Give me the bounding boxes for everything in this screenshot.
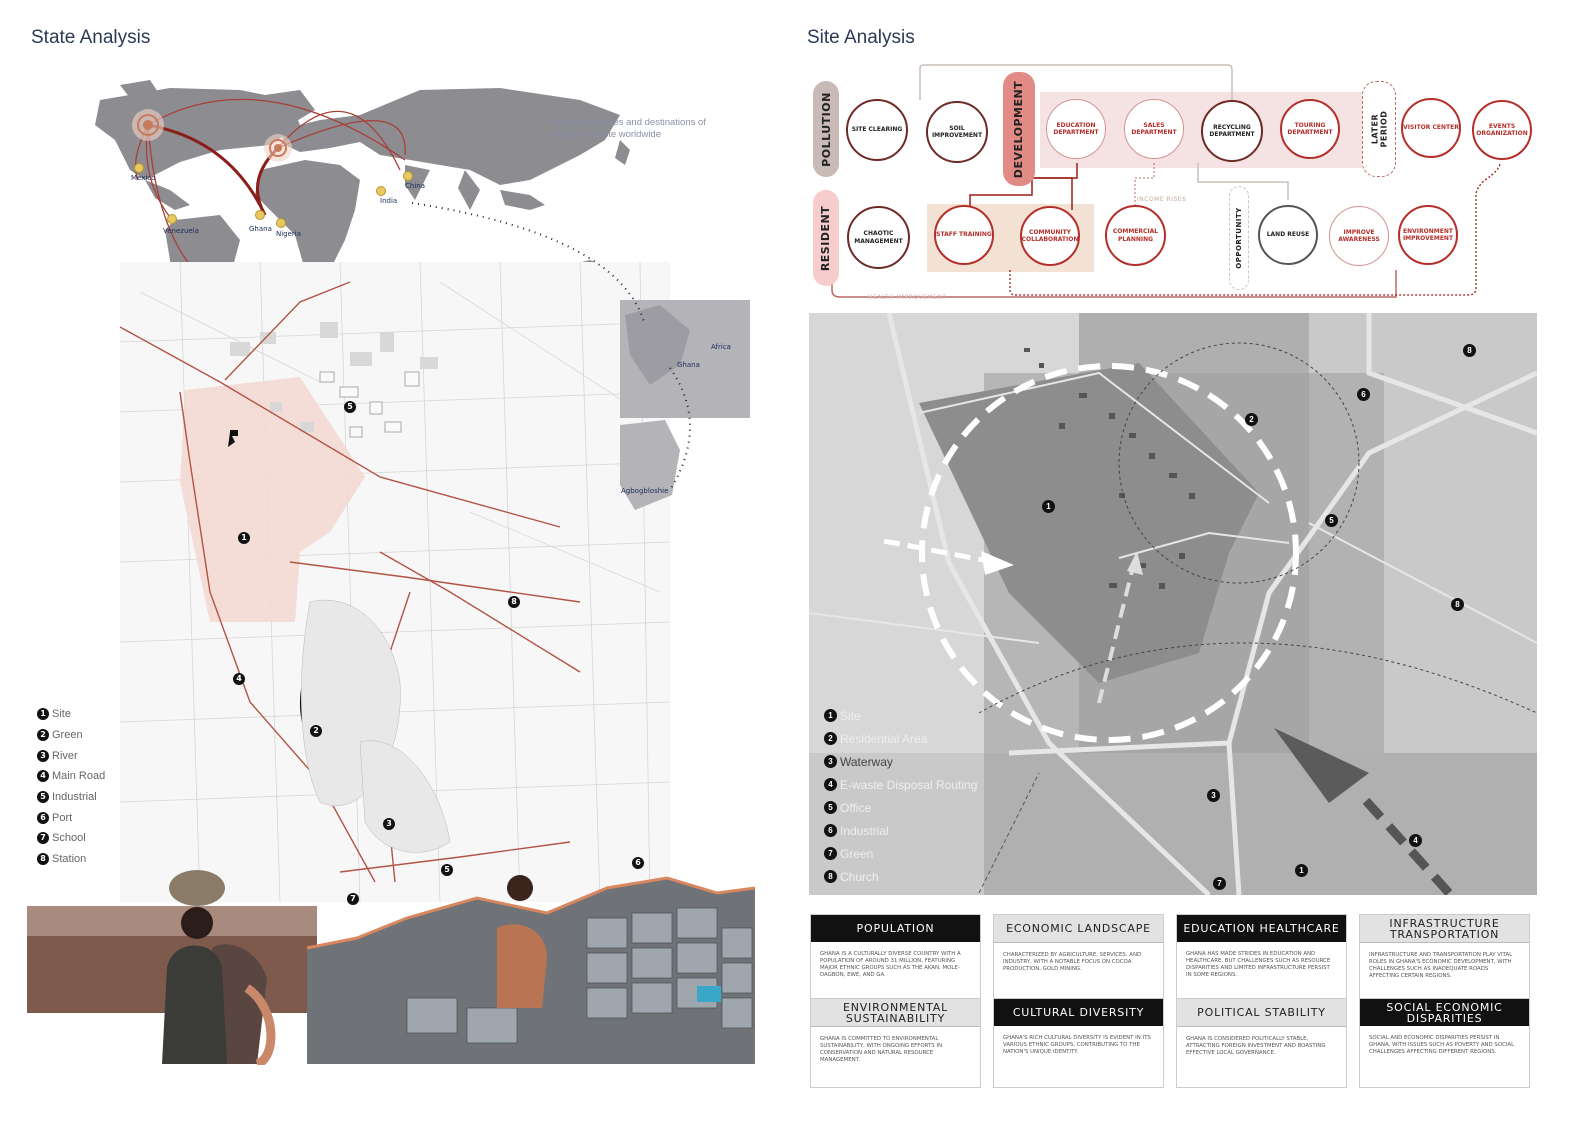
node-sales-department: SALES DEPARTMENT — [1124, 99, 1184, 159]
map-marker: 1 — [1295, 864, 1308, 877]
node-education-department: EDUCATION DEPARTMENT — [1046, 99, 1106, 159]
map-marker: 1 — [238, 532, 250, 544]
country-label: Venezuela — [163, 227, 199, 235]
legend-item: 1 Site — [37, 704, 105, 725]
legend-item: 4 Main Road — [37, 766, 105, 787]
flow-label-income: INCOME RISES — [1137, 196, 1187, 203]
info-card-infrastructure: INFRASTRUCTURE TRANSPORTATION Infrastruct… — [1359, 914, 1530, 1004]
node-recycling-department: RECYCLING DEPARTMENT — [1201, 100, 1263, 162]
inset-label-ghana: Ghana — [677, 361, 700, 369]
phase-opportunity: OPPORTUNITY — [1229, 186, 1249, 290]
country-label: Ghana — [249, 225, 272, 233]
pin-icon — [276, 218, 286, 228]
legend-item: 3 River — [37, 745, 105, 766]
legend-item: 8 Station — [37, 849, 105, 870]
map-marker: 5 — [1325, 514, 1338, 527]
state-map-legend: 1 Site 2 Green 3 River 4 Main Road 5 Industri… — [37, 704, 105, 870]
info-card-environmental: ENVIRONMENTAL SUSTAINABILITY Ghana is com… — [810, 998, 981, 1088]
map-marker: 3 — [383, 818, 395, 830]
africa-inset — [620, 300, 750, 510]
info-card-education-healthcare: EDUCATION HEALTHCARE Ghana has made strid… — [1176, 914, 1347, 1004]
info-card-cultural-diversity: CULTURAL DIVERSITY Ghana's rich cultural … — [993, 998, 1164, 1088]
phase-resident: RESIDENT — [813, 190, 839, 286]
photo-collage — [27, 870, 755, 1065]
legend-item: 7 School — [37, 828, 105, 849]
node-chaotic-management: CHAOTIC MANAGEMENT — [847, 206, 910, 269]
pin-icon — [167, 214, 177, 224]
city-map — [120, 262, 670, 902]
map-marker: 6 — [1357, 388, 1370, 401]
map-marker: 7 — [347, 893, 359, 905]
node-improve-awareness: IMPROVE AWARENESS — [1329, 206, 1389, 266]
flow-label-health: HEALTH IMPROVEMENT — [868, 294, 947, 301]
phase-pollution: POLLUTION — [813, 81, 839, 177]
country-label: India — [380, 197, 398, 205]
info-card-economic-landscape: ECONOMIC LANDSCAPE Characterized by agric… — [993, 914, 1164, 1004]
legend-item: 5 Office — [824, 796, 977, 819]
pin-icon — [403, 171, 413, 181]
map-marker: 1 — [1042, 500, 1055, 513]
map-marker: 4 — [233, 673, 245, 685]
phase-development: DEVELOPMENT — [1003, 72, 1035, 186]
map-marker: 5 — [441, 864, 453, 876]
map-marker: 3 — [1207, 789, 1220, 802]
legend-item: 1 Site — [824, 704, 977, 727]
legend-item: 7 Green — [824, 842, 977, 865]
legend-item: 6 Industrial — [824, 819, 977, 842]
map-marker: 2 — [1245, 413, 1258, 426]
node-soil-improvement: SOIL IMPROVEMENT — [926, 101, 988, 163]
site-map — [809, 313, 1537, 895]
map-marker: 8 — [1463, 344, 1476, 357]
legend-item: 5 Industrial — [37, 787, 105, 808]
info-card-political-stability: POLITICAL STABILITY Ghana is considered p… — [1176, 998, 1347, 1088]
info-card-population: POPULATION Ghana is a culturally diverse … — [810, 914, 981, 1004]
node-commercial-planning: COMMERCIAL PLANNING — [1105, 205, 1166, 266]
legend-item: 8 Church — [824, 865, 977, 888]
inset-label-agbogbloshie: Agbogbloshie — [621, 487, 669, 495]
world-map-caption: The main sources and destinations of ele… — [548, 117, 706, 140]
pin-icon — [255, 210, 265, 220]
legend-item: 3 Waterway — [824, 750, 977, 773]
phase-later-period: LATER PERIOD — [1362, 81, 1396, 177]
state-analysis-title: State Analysis — [31, 27, 151, 48]
country-label: Mexico — [131, 174, 156, 182]
pin-icon — [376, 186, 386, 196]
site-map-legend: 1 Site 2 Residential Area 3 Waterway 4 E-was… — [824, 704, 977, 888]
node-visitor-center: VISITOR CENTER — [1401, 98, 1461, 158]
flow-connectors — [831, 64, 1501, 298]
node-community-collaboration: COMMUNITY COLLABORATION — [1020, 206, 1080, 266]
map-marker: 4 — [1409, 834, 1422, 847]
legend-item: 2 Green — [37, 725, 105, 746]
node-site-clearing: SITE CLEARING — [846, 99, 908, 161]
legend-item: 4 E-waste Disposal Routing — [824, 773, 977, 796]
legend-item: 6 Port — [37, 807, 105, 828]
dotted-route — [411, 202, 691, 491]
country-label: Nigeria — [276, 230, 302, 238]
map-marker: 8 — [508, 596, 520, 608]
node-environment-improvement: ENVIRONMENT IMPROVEMENT — [1398, 205, 1458, 265]
pin-icon — [134, 163, 144, 173]
map-marker: 6 — [632, 857, 644, 869]
map-marker: 7 — [1213, 877, 1226, 890]
info-card-social-economic: SOCIAL ECONOMIC DISPARITIES Social and ec… — [1359, 998, 1530, 1088]
country-label: China — [405, 182, 425, 190]
site-analysis-title: Site Analysis — [807, 27, 915, 48]
inset-label-africa: Africa — [711, 343, 731, 351]
map-marker: 2 — [310, 725, 322, 737]
node-land-reuse: LAND REUSE — [1258, 205, 1318, 265]
legend-item: 2 Residential Area — [824, 727, 977, 750]
map-marker: 8 — [1451, 598, 1464, 611]
node-events-organization: EVENTS ORGANIZATION — [1472, 100, 1532, 160]
map-marker: 5 — [344, 401, 356, 413]
node-touring-department: TOURING DEPARTMENT — [1280, 99, 1340, 159]
node-staff-training: STAFF TRAINING — [934, 205, 994, 265]
